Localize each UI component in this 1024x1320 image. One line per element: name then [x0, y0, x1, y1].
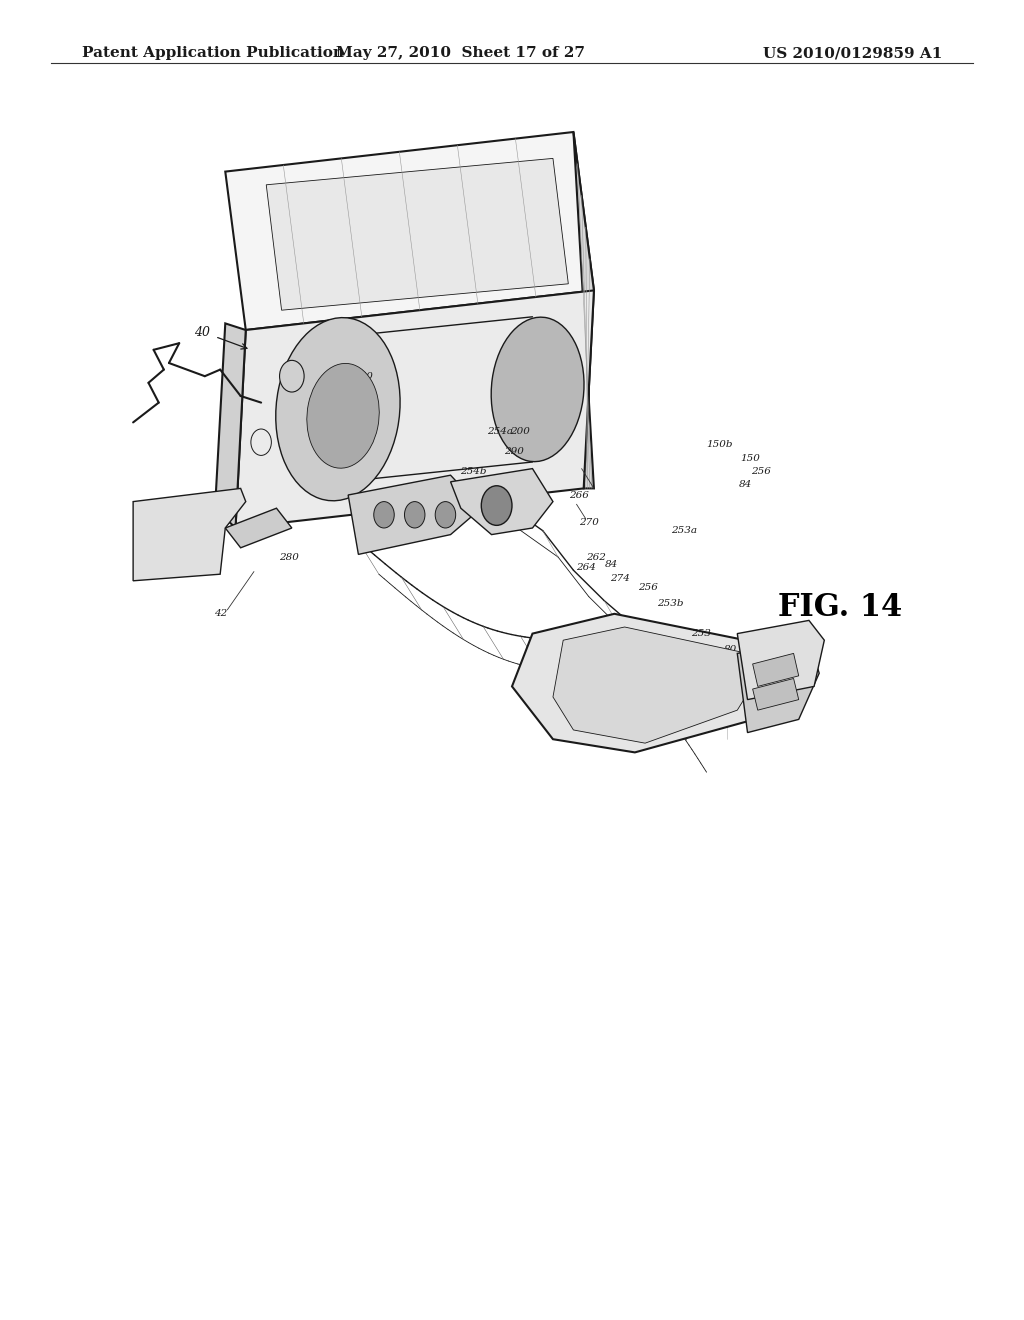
Polygon shape: [236, 290, 594, 528]
Text: 84: 84: [605, 561, 617, 569]
Text: 256: 256: [751, 467, 771, 475]
Text: Patent Application Publication: Patent Application Publication: [82, 46, 344, 61]
Text: 270: 270: [579, 519, 599, 527]
Polygon shape: [553, 627, 758, 743]
Text: 264: 264: [575, 564, 596, 572]
Polygon shape: [753, 653, 799, 686]
Text: 40: 40: [194, 326, 210, 339]
Polygon shape: [133, 488, 246, 581]
Polygon shape: [225, 508, 292, 548]
Text: 254: 254: [432, 527, 453, 535]
Text: 253b: 253b: [657, 599, 684, 607]
Text: 42: 42: [214, 610, 226, 618]
Polygon shape: [266, 158, 568, 310]
Polygon shape: [451, 469, 553, 535]
Ellipse shape: [492, 317, 584, 462]
Text: US 2010/0129859 A1: US 2010/0129859 A1: [763, 46, 942, 61]
Text: May 27, 2010  Sheet 17 of 27: May 27, 2010 Sheet 17 of 27: [336, 46, 586, 61]
Circle shape: [435, 502, 456, 528]
Text: 274: 274: [609, 574, 630, 582]
Polygon shape: [512, 614, 799, 752]
Text: 253: 253: [691, 630, 712, 638]
Circle shape: [404, 502, 425, 528]
Text: 254b: 254b: [460, 467, 486, 475]
Text: 80: 80: [724, 645, 736, 653]
Ellipse shape: [307, 363, 379, 469]
Circle shape: [374, 502, 394, 528]
Text: 262: 262: [586, 553, 606, 561]
Polygon shape: [215, 323, 246, 528]
Polygon shape: [737, 640, 819, 733]
Polygon shape: [737, 620, 824, 700]
Ellipse shape: [275, 318, 400, 500]
Text: 84: 84: [739, 480, 752, 488]
Polygon shape: [225, 132, 594, 330]
Text: 150: 150: [740, 454, 761, 462]
Text: 150b: 150b: [707, 441, 733, 449]
Text: 200: 200: [510, 428, 530, 436]
Circle shape: [481, 486, 512, 525]
Text: 254a: 254a: [486, 428, 513, 436]
Polygon shape: [573, 132, 594, 488]
Text: 256: 256: [638, 583, 658, 591]
Polygon shape: [753, 678, 799, 710]
Text: 253a: 253a: [671, 527, 697, 535]
Circle shape: [280, 360, 304, 392]
Text: 360: 360: [353, 372, 374, 380]
Text: 250: 250: [377, 527, 397, 535]
Text: 290: 290: [504, 447, 524, 455]
Polygon shape: [348, 475, 481, 554]
Text: 266: 266: [568, 491, 589, 499]
Text: FIG. 14: FIG. 14: [777, 591, 902, 623]
Text: 280: 280: [279, 553, 299, 561]
